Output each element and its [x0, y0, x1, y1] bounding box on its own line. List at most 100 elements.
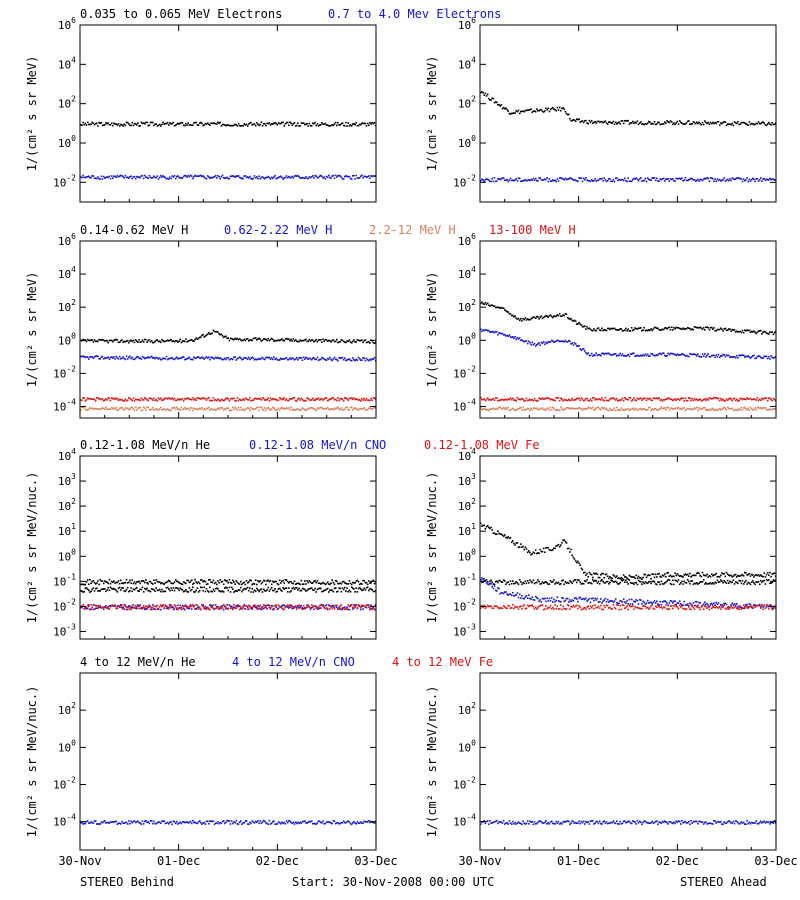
data-point [238, 124, 241, 127]
data-point [217, 588, 219, 590]
data-point [356, 398, 359, 400]
data-point [578, 406, 580, 409]
data-point [665, 327, 667, 329]
data-point [505, 107, 507, 109]
data-point [336, 124, 338, 127]
data-point [529, 179, 531, 182]
data-point [579, 399, 581, 401]
data-point [706, 326, 708, 329]
data-point [208, 396, 210, 399]
data-point [301, 407, 304, 409]
data-point [766, 123, 769, 125]
data-point [148, 397, 151, 399]
data-point [92, 357, 95, 360]
data-point [665, 178, 667, 181]
data-point [641, 180, 643, 182]
data-point [361, 589, 363, 592]
data-point [708, 409, 711, 412]
data-point [197, 591, 200, 593]
data-point [369, 358, 371, 361]
data-point [360, 175, 362, 177]
data-point [289, 176, 291, 179]
data-point [140, 175, 143, 177]
data-point [334, 604, 337, 607]
data-point [530, 178, 532, 181]
data-point [542, 341, 545, 343]
data-point [330, 408, 332, 410]
data-point [123, 123, 125, 126]
data-point [291, 398, 293, 400]
data-point [297, 359, 299, 361]
data-point [757, 574, 760, 576]
data-point [290, 122, 292, 125]
data-point [314, 121, 316, 124]
data-point [773, 572, 776, 574]
data-point [563, 583, 565, 586]
data-point [244, 339, 247, 342]
data-point [626, 354, 628, 357]
data-point [266, 608, 268, 610]
data-point [147, 399, 149, 402]
data-point [592, 597, 594, 600]
data-point [561, 541, 563, 544]
data-point [644, 397, 647, 400]
data-point [585, 397, 587, 400]
data-point [333, 407, 336, 409]
data-point [217, 356, 219, 359]
data-point [689, 408, 691, 411]
data-point [153, 175, 155, 177]
data-point [314, 174, 316, 177]
data-point [230, 605, 233, 608]
data-point [529, 108, 531, 111]
data-point [562, 107, 564, 109]
data-point [597, 406, 600, 408]
data-point [353, 582, 355, 584]
data-point [248, 608, 250, 610]
data-point [580, 583, 583, 585]
data-point [556, 339, 559, 342]
data-point [765, 178, 768, 180]
data-point [321, 582, 323, 585]
data-point [731, 576, 733, 578]
data-point [673, 326, 675, 329]
data-point [301, 359, 304, 361]
data-point [341, 587, 344, 589]
data-point [105, 339, 107, 342]
data-point [772, 333, 775, 336]
data-point [238, 356, 241, 358]
data-point [648, 329, 650, 331]
data-point [374, 589, 376, 592]
data-point [272, 177, 274, 180]
data-point [593, 599, 595, 602]
data-point [774, 408, 776, 410]
data-point [313, 589, 315, 592]
data-point [326, 607, 329, 610]
data-point [764, 355, 767, 358]
data-point [186, 397, 188, 400]
data-point [139, 582, 141, 585]
data-point [125, 408, 128, 410]
data-point [116, 607, 119, 609]
data-point [330, 582, 332, 584]
data-point [132, 582, 135, 585]
data-point [674, 579, 676, 582]
data-point [257, 177, 259, 180]
data-point [237, 175, 240, 177]
data-point [723, 354, 725, 356]
data-point [513, 399, 515, 401]
data-point [491, 529, 493, 531]
data-point [634, 327, 636, 329]
data-point [528, 594, 530, 596]
data-point [370, 582, 372, 584]
data-point [136, 356, 138, 358]
data-point [362, 407, 364, 410]
data-point [686, 120, 689, 123]
data-point [592, 122, 594, 125]
data-point [649, 397, 651, 400]
data-point [251, 407, 253, 410]
data-point [648, 398, 650, 400]
data-point [619, 581, 621, 584]
data-point [696, 121, 698, 123]
data-point [640, 577, 642, 579]
data-point [196, 397, 199, 399]
